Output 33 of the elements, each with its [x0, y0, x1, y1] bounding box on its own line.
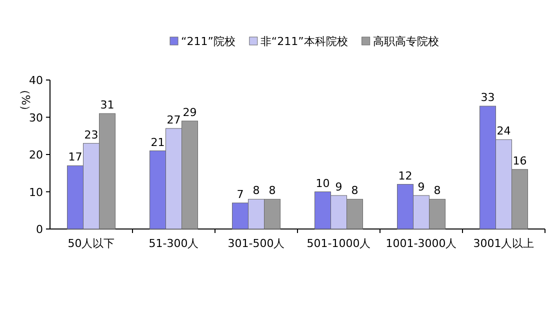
data-label: 23: [84, 128, 98, 142]
data-label: 16: [512, 154, 527, 168]
y-tick-label: 10: [29, 186, 43, 199]
data-label: 9: [418, 180, 425, 194]
legend-label: 非“211”本科院校: [260, 35, 348, 48]
data-label: 17: [68, 150, 82, 164]
legend-label: 高职高专院校: [372, 35, 439, 48]
x-tick-label: 1001-3000人: [386, 237, 457, 250]
y-tick-label: 0: [36, 223, 43, 236]
data-label: 10: [316, 176, 330, 190]
data-label: 31: [100, 98, 114, 112]
data-label: 29: [182, 106, 197, 119]
data-label: 27: [166, 113, 181, 126]
data-label: 12: [398, 169, 412, 182]
data-label: 21: [150, 136, 165, 149]
x-tick-label: 501-1000人: [306, 237, 371, 250]
y-axis-title: （%）: [19, 84, 32, 116]
data-label: 33: [480, 91, 495, 104]
legend-label: “211”院校: [181, 35, 236, 48]
data-label: 8: [434, 184, 441, 198]
data-label: 8: [252, 184, 260, 198]
x-tick-label: 301-500人: [228, 237, 285, 250]
x-tick-label: 3001人以上: [473, 237, 534, 250]
x-tick-label: 50人以下: [68, 237, 115, 250]
x-tick-label: 51-300人: [148, 237, 199, 250]
y-tick-label: 20: [29, 148, 43, 162]
data-label: 9: [335, 180, 342, 194]
y-tick-label: 30: [29, 111, 43, 124]
data-label: 8: [268, 184, 276, 198]
y-tick-label: 40: [29, 74, 43, 87]
data-label: 8: [351, 184, 358, 198]
data-label: 24: [496, 124, 511, 138]
data-label: 7: [236, 188, 244, 201]
